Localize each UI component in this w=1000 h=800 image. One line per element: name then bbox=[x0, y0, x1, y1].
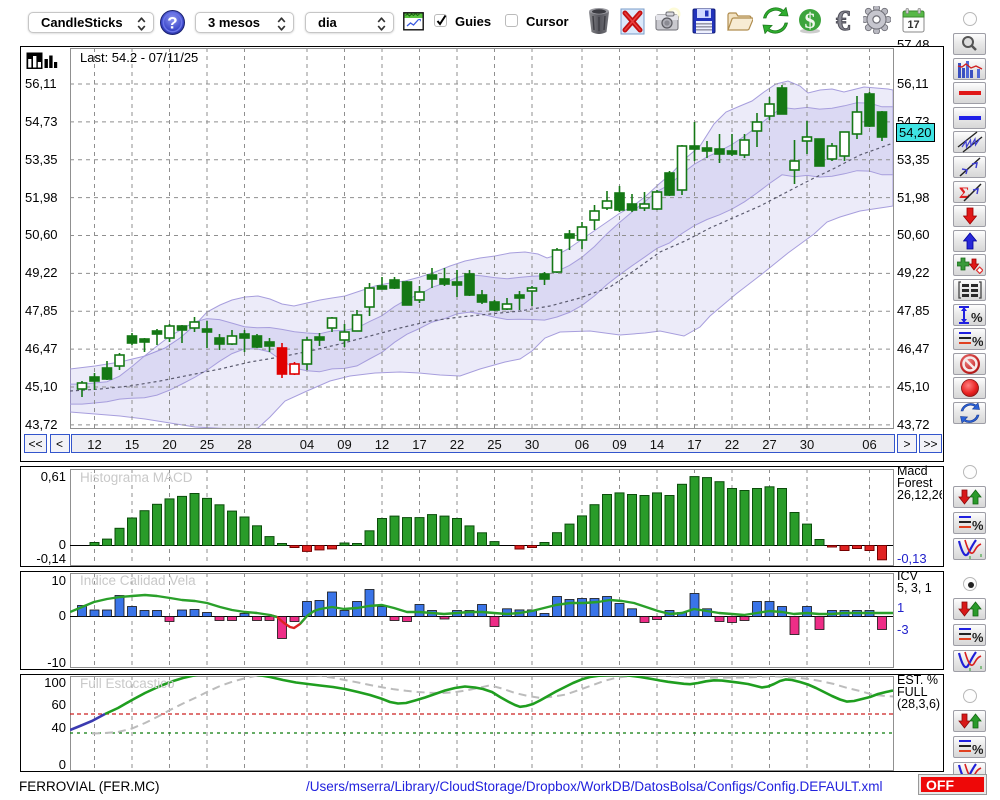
svg-text:17: 17 bbox=[907, 19, 919, 31]
svg-text:%: % bbox=[972, 630, 983, 645]
svg-text:%: % bbox=[972, 334, 983, 349]
svg-text:%: % bbox=[972, 742, 983, 757]
svg-text:$: $ bbox=[805, 8, 816, 33]
svg-text:?: ? bbox=[167, 14, 177, 33]
svg-text:Σ: Σ bbox=[959, 185, 969, 202]
svg-text:%: % bbox=[972, 518, 983, 533]
svg-text:€: € bbox=[836, 7, 850, 34]
svg-text:%: % bbox=[971, 310, 983, 325]
